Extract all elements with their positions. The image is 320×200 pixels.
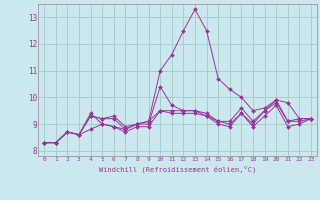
- X-axis label: Windchill (Refroidissement éolien,°C): Windchill (Refroidissement éolien,°C): [99, 165, 256, 173]
